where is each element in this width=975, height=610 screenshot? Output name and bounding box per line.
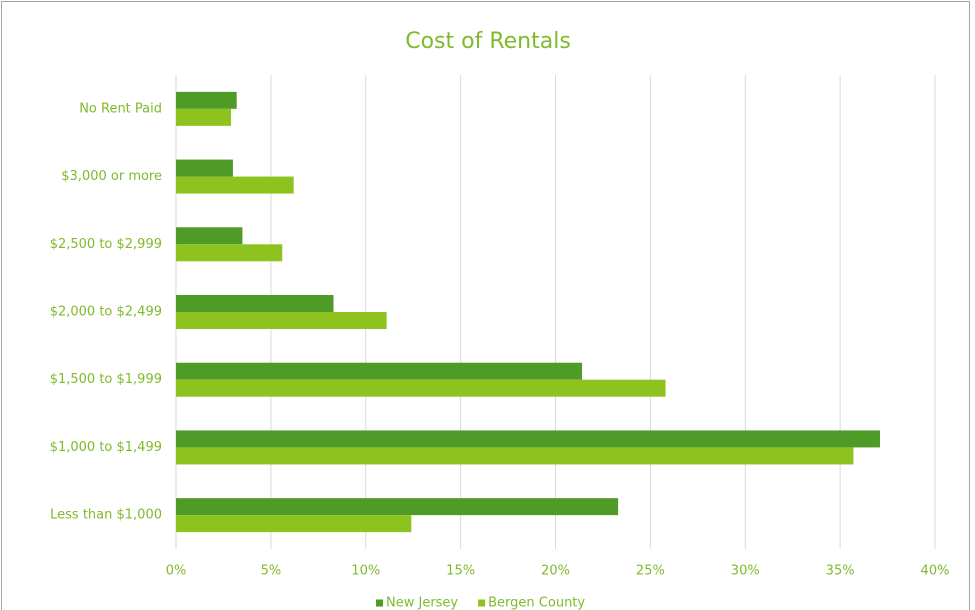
y-tick-label: $2,000 to $2,499 [50,305,162,320]
x-tick-label: 10% [351,564,380,579]
x-tick-label: 25% [636,564,665,579]
bar [176,447,854,465]
x-tick-label: 15% [446,564,475,579]
bar [176,312,387,329]
bar [176,244,283,262]
bar [176,176,294,194]
y-tick-label: Less than $1,000 [50,508,162,523]
x-tick-label: 40% [921,564,950,579]
y-tick-label: $2,500 to $2,999 [50,237,162,252]
bar [176,379,666,397]
y-tick-label: $1,000 to $1,499 [50,440,162,455]
bar [176,108,232,126]
x-tick-label: 30% [731,564,760,579]
y-tick-label: $3,000 or more [61,169,162,184]
chart-title: Cost of Rentals [405,29,571,54]
x-tick-label: 20% [541,564,570,579]
x-tick-label: 35% [826,564,855,579]
bar [176,515,412,533]
bar [176,498,619,516]
legend-swatch [478,599,486,607]
legend-label: Bergen County [488,596,585,610]
x-tick-label: 0% [166,564,187,579]
x-tick-label: 5% [261,564,282,579]
y-tick-label: $1,500 to $1,999 [50,372,162,387]
bar [176,430,880,448]
bar [176,362,583,380]
y-tick-label: No Rent Paid [79,101,162,116]
bar [176,295,334,312]
bar [176,227,243,245]
bar [176,159,233,177]
legend-label: New Jersey [386,596,458,610]
legend-swatch [376,599,383,607]
bar [176,91,237,109]
